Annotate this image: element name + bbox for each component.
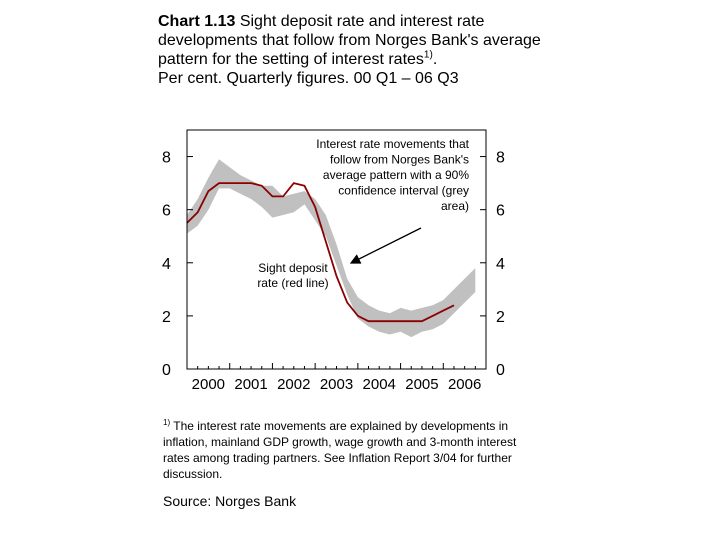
band-annotation-line: average pattern with a 90%	[323, 168, 469, 182]
footnote-text: The interest rate movements are explaine…	[163, 419, 517, 481]
line-chart: 0 0 2 2 4 4 6 6 8 8 2000 2001 2002 2003 2004 2005 2006 I…	[162, 129, 505, 390]
y-tick-label-right: 0	[496, 362, 505, 379]
y-tick-label-left: 0	[162, 362, 171, 379]
chart-title: Chart 1.13 Sight deposit rate and intere…	[158, 12, 558, 88]
x-tick-label: 2001	[234, 376, 267, 390]
y-tick-label-left: 8	[162, 150, 171, 167]
band-annotation-line: Interest rate movements that	[316, 137, 469, 151]
y-tick-label-right: 8	[496, 150, 505, 167]
annotation-arrow	[349, 227, 422, 264]
line-annotation-line: rate (red line)	[257, 276, 328, 290]
y-tick-label-right: 2	[496, 309, 505, 326]
footnote-marker: 1)	[163, 418, 171, 427]
y-tick-label-left: 4	[162, 256, 171, 273]
x-tick-label: 2006	[448, 376, 481, 390]
source-note: Source: Norges Bank	[163, 493, 297, 509]
footnote: 1) The interest rate movements are expla…	[163, 418, 543, 482]
sight-deposit-line	[186, 182, 455, 323]
band-annotation-line: follow from Norges Bank's	[330, 153, 469, 167]
chart-subtitle: Per cent. Quarterly figures. 00 Q1 – 06 …	[158, 70, 459, 87]
x-tick-label: 2002	[277, 376, 310, 390]
x-tick-label: 2000	[192, 376, 225, 390]
band-annotation-line: area)	[441, 199, 469, 213]
x-tick-label: 2003	[320, 376, 353, 390]
y-tick-label-left: 2	[162, 309, 171, 326]
x-tick-label: 2005	[405, 376, 438, 390]
title-superscript: 1)	[423, 49, 433, 61]
y-tick-label-right: 4	[496, 256, 505, 273]
x-tick-label: 2004	[363, 376, 396, 390]
line-annotation-line: Sight deposit	[258, 261, 328, 275]
chart-number: Chart 1.13	[158, 13, 236, 30]
confidence-band	[187, 159, 476, 338]
band-annotation-line: confidence interval (grey	[338, 184, 469, 198]
chart-title-text: Sight deposit rate and interest rate dev…	[158, 13, 541, 68]
title-end: .	[432, 51, 438, 68]
y-tick-label-left: 6	[162, 203, 171, 220]
y-tick-label-right: 6	[496, 203, 505, 220]
